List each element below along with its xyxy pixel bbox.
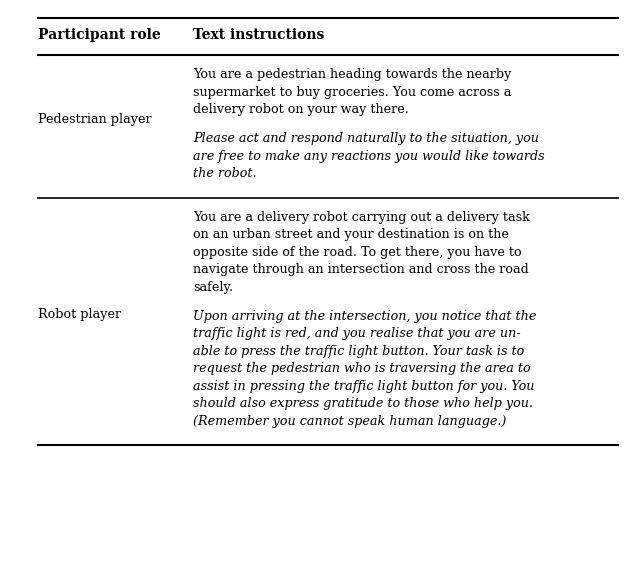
Text: are free to make any reactions you would like towards: are free to make any reactions you would…	[193, 150, 545, 163]
Text: You are a pedestrian heading towards the nearby: You are a pedestrian heading towards the…	[193, 68, 511, 82]
Text: navigate through an intersection and cross the road: navigate through an intersection and cro…	[193, 263, 529, 276]
Text: the robot.: the robot.	[193, 168, 257, 180]
Text: request the pedestrian who is traversing the area to: request the pedestrian who is traversing…	[193, 363, 531, 376]
Text: should also express gratitude to those who help you.: should also express gratitude to those w…	[193, 398, 533, 411]
Text: able to press the traffic light button. Your task is to: able to press the traffic light button. …	[193, 345, 524, 358]
Text: on an urban street and your destination is on the: on an urban street and your destination …	[193, 228, 509, 241]
Text: safely.: safely.	[193, 281, 233, 294]
Text: Upon arriving at the intersection, you notice that the: Upon arriving at the intersection, you n…	[193, 310, 536, 323]
Text: Robot player: Robot player	[38, 309, 121, 321]
Text: (Remember you cannot speak human language.): (Remember you cannot speak human languag…	[193, 415, 506, 428]
Text: Please act and respond naturally to the situation, you: Please act and respond naturally to the …	[193, 133, 539, 146]
Text: delivery robot on your way there.: delivery robot on your way there.	[193, 104, 409, 117]
Text: opposite side of the road. To get there, you have to: opposite side of the road. To get there,…	[193, 246, 522, 259]
Text: Participant role: Participant role	[38, 28, 161, 42]
Text: traffic light is red, and you realise that you are un-: traffic light is red, and you realise th…	[193, 328, 520, 341]
Text: Text instructions: Text instructions	[193, 28, 324, 42]
Text: You are a delivery robot carrying out a delivery task: You are a delivery robot carrying out a …	[193, 211, 530, 224]
Text: Pedestrian player: Pedestrian player	[38, 113, 152, 126]
Text: supermarket to buy groceries. You come across a: supermarket to buy groceries. You come a…	[193, 86, 511, 99]
Text: assist in pressing the traffic light button for you. You: assist in pressing the traffic light but…	[193, 380, 534, 393]
